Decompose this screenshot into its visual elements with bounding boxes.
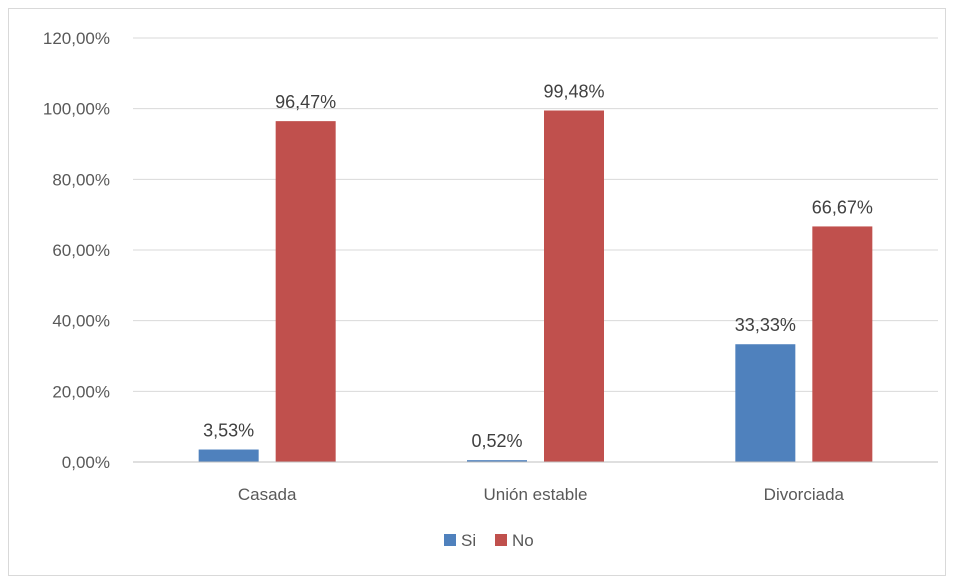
data-label: 99,48% xyxy=(543,82,604,102)
data-labels: 3,53% 96,47% 0,52% 99,48% 33,33% 66,67% xyxy=(203,82,873,452)
x-category-label: Unión estable xyxy=(484,485,588,504)
legend: Si No xyxy=(444,531,534,550)
legend-swatch-si xyxy=(444,534,456,546)
data-label: 66,67% xyxy=(812,197,873,217)
data-label: 3,53% xyxy=(203,421,254,441)
y-axis-tick-labels: 0,00% 20,00% 40,00% 60,00% 80,00% 100,00% 120,… xyxy=(43,29,110,472)
y-tick-label: 40,00% xyxy=(52,312,110,331)
y-tick-label: 0,00% xyxy=(62,453,110,472)
legend-swatch-no xyxy=(495,534,507,546)
bars xyxy=(198,110,873,462)
data-label: 33,33% xyxy=(735,315,796,335)
y-tick-label: 120,00% xyxy=(43,29,110,48)
bar-si-2 xyxy=(735,344,796,462)
data-label: 96,47% xyxy=(275,92,336,112)
y-tick-label: 60,00% xyxy=(52,241,110,260)
chart-frame xyxy=(8,8,946,576)
x-category-label: Divorciada xyxy=(764,485,845,504)
y-tick-label: 80,00% xyxy=(52,170,110,189)
bar-no-0 xyxy=(275,121,336,462)
gridlines xyxy=(133,37,938,392)
legend-label-si: Si xyxy=(461,531,476,550)
x-axis-category-labels: Casada Unión estable Divorciada xyxy=(238,485,845,504)
bar-no-1 xyxy=(544,110,604,462)
bar-no-2 xyxy=(812,226,873,462)
bar-si-1 xyxy=(467,460,527,462)
y-tick-label: 100,00% xyxy=(43,100,110,119)
y-tick-label: 20,00% xyxy=(52,382,110,401)
x-category-label: Casada xyxy=(238,485,297,504)
data-label: 0,52% xyxy=(471,431,522,451)
bar-si-0 xyxy=(198,449,259,462)
legend-label-no: No xyxy=(512,531,534,550)
